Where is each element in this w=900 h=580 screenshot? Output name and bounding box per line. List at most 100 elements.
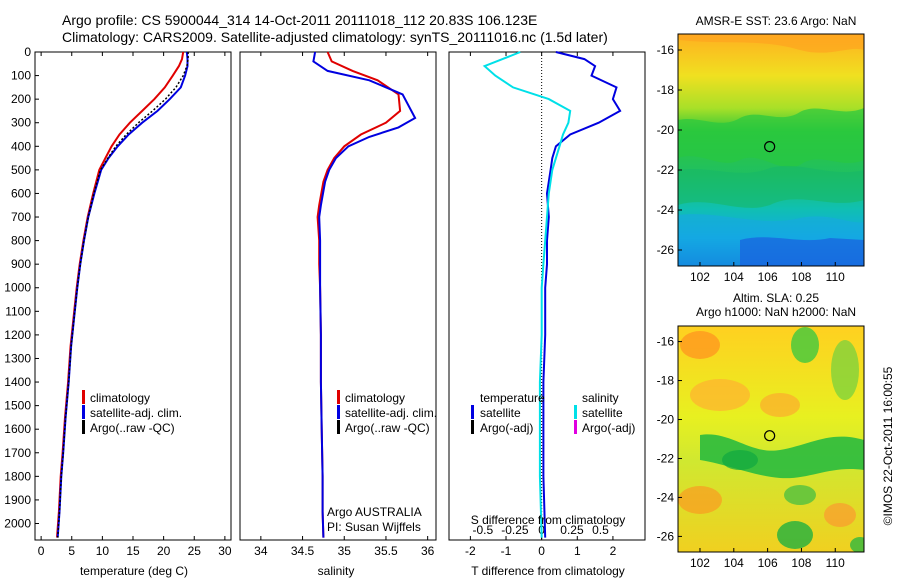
difference-xtick-label: -2	[465, 544, 476, 558]
salinity-series-climatology	[316, 51, 402, 538]
temperature-xtick-label: 10	[96, 544, 110, 558]
difference-series-s-satellite	[482, 51, 572, 538]
sst-map-axes: 102 104 106 108 110 -16 -18 -20 -22 -24 -26	[657, 43, 845, 284]
legend-t-argo: Argo(-adj)	[480, 421, 533, 435]
sla_map-ytick-label: -16	[657, 335, 675, 349]
temperature-series-satellite-adj-clim-	[56, 51, 189, 538]
sla_map-xtick-label: 106	[758, 556, 778, 570]
s-diff-tick-label: -0.25	[501, 523, 529, 537]
header-line1: Argo profile: CS 5900044_314 14-Oct-2011…	[62, 12, 537, 28]
temperature-frame	[34, 51, 232, 541]
temperature-series-argo-raw-qc-	[56, 52, 189, 538]
temperature-ytick-label: 700	[11, 210, 31, 224]
s-diff-tick-label: 0.25	[560, 523, 584, 537]
argo-australia-label: Argo AUSTRALIA	[327, 505, 422, 519]
sst_map-xtick-label: 102	[690, 270, 710, 284]
legend-sal-climatology: climatology	[345, 391, 405, 405]
salinity-xtick-label: 35	[338, 544, 352, 558]
temperature-ytick-label: 1300	[4, 351, 31, 365]
legend-s-satellite: satellite	[582, 406, 623, 420]
salinity-xtick-label: 34.5	[291, 544, 315, 558]
legend-satellite-adj: satellite-adj. clim.	[90, 406, 182, 420]
salinity-series-satellite-adj-clim-	[312, 51, 417, 538]
temperature-xlabel: temperature (deg C)	[80, 564, 188, 578]
temperature-ytick-label: 1200	[4, 328, 31, 342]
temperature-ytick-label: 800	[11, 234, 31, 248]
sst_map-ytick-label: -26	[657, 243, 675, 257]
sla-map-axes: 102 104 106 108 110 -16 -18 -20 -22 -24 -26	[657, 335, 845, 570]
temperature-ytick-label: 0	[24, 45, 31, 59]
sla_map-ytick-label: -18	[657, 374, 675, 388]
temperature-ytick-label: 1400	[4, 375, 31, 389]
temperature-xtick-label: 0	[38, 544, 45, 558]
sla-map-panel	[678, 326, 864, 552]
sst_map-xtick-label: 104	[724, 270, 744, 284]
difference-series-t-satellite	[542, 51, 622, 538]
difference-xtick-label: 0	[538, 544, 545, 558]
pi-label: PI: Susan Wijffels	[327, 520, 421, 534]
legend-sal-satellite-adj: satellite-adj. clim.	[345, 406, 437, 420]
sst-map-title: AMSR-E SST: 23.6 Argo: NaN	[696, 14, 857, 28]
salinity-xtick-label: 35.5	[374, 544, 398, 558]
s-diff-tick-label: 0.5	[592, 523, 609, 537]
legend-salinity-title: salinity	[582, 391, 619, 405]
sla-map-frame	[677, 325, 865, 553]
sla-argo-marker	[764, 430, 776, 442]
sst_map-xtick-label: 106	[758, 270, 778, 284]
temperature-ytick-label: 300	[11, 116, 31, 130]
salinity-xlabel: salinity	[318, 564, 355, 578]
temperature-xtick-label: 25	[188, 544, 202, 558]
temperature-panel: 0 5 10 15 20 25 300100200300400500600700800900…	[4, 45, 232, 558]
salinity-panel: 34 34.5 35 35.5 36	[239, 51, 437, 558]
difference-legend: temperature salinity satellite Argo(-adj…	[471, 391, 635, 435]
sst_map-ytick-label: -20	[657, 123, 675, 137]
temperature-ytick-label: 100	[11, 69, 31, 83]
difference-top-label: S difference from climatology	[471, 513, 626, 527]
difference-xtick-label: 2	[610, 544, 617, 558]
temperature-ytick-label: 200	[11, 92, 31, 106]
header-line2: Climatology: CARS2009. Satellite-adjuste…	[62, 29, 608, 45]
temperature-ytick-label: 1800	[4, 469, 31, 483]
legend-temperature-title: temperature	[480, 391, 545, 405]
sst_map-ytick-label: -18	[657, 83, 675, 97]
sst_map-ytick-label: -24	[657, 203, 675, 217]
sla-map-title-line2: Argo h1000: NaN h2000: NaN	[696, 305, 856, 319]
temperature-ytick-label: 1000	[4, 281, 31, 295]
sst_map-xtick-label: 110	[826, 270, 845, 284]
difference-frame	[448, 51, 646, 541]
salinity-xtick-label: 34	[254, 544, 268, 558]
temperature-xtick-label: 20	[157, 544, 171, 558]
difference-xtick-label: -1	[501, 544, 512, 558]
temperature-xtick-label: 15	[126, 544, 140, 558]
temperature-legend: climatology satellite-adj. clim. Argo(..…	[82, 390, 182, 435]
temperature-ytick-label: 1700	[4, 446, 31, 460]
sst_map-ytick-label: -16	[657, 43, 675, 57]
temperature-ytick-label: 1100	[5, 304, 31, 318]
salinity-xtick-label: 36	[421, 544, 435, 558]
temperature-ytick-label: 400	[11, 139, 31, 153]
legend-sal-argo: Argo(..raw -QC)	[345, 421, 430, 435]
sla_map-xtick-label: 104	[724, 556, 744, 570]
salinity-legend: climatology satellite-adj. clim. Argo(..…	[337, 390, 437, 435]
sst-map-panel	[678, 34, 864, 266]
sla_map-xtick-label: 108	[791, 556, 811, 570]
temperature-ytick-label: 1900	[4, 493, 31, 507]
temperature-xtick-label: 5	[68, 544, 75, 558]
legend-t-satellite: satellite	[480, 406, 521, 420]
sst-argo-marker	[764, 141, 776, 153]
difference-xlabel: T difference from climatology	[471, 564, 625, 578]
sst_map-xtick-label: 108	[791, 270, 811, 284]
temperature-ytick-label: 500	[11, 163, 31, 177]
legend-s-argo: Argo(-adj)	[582, 421, 635, 435]
temperature-ytick-label: 1500	[4, 399, 31, 413]
side-timestamp: ©IMOS 22-Oct-2011 16:00:55	[881, 366, 895, 525]
salinity-frame	[239, 51, 437, 541]
temperature-ytick-label: 2000	[4, 516, 31, 530]
sla_map-ytick-label: -26	[657, 529, 675, 543]
sla_map-xtick-label: 110	[826, 556, 845, 570]
s-diff-tick-label: -0.5	[473, 523, 494, 537]
legend-climatology: climatology	[90, 391, 150, 405]
difference-xtick-label: 1	[574, 544, 581, 558]
